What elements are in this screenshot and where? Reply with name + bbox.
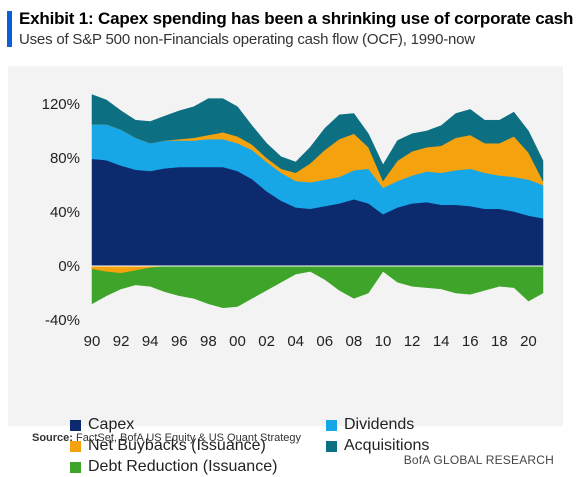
brand-label: BofA GLOBAL RESEARCH xyxy=(403,453,554,467)
x-tick-label: 98 xyxy=(200,333,217,350)
legend-item-dividends: Dividends xyxy=(326,416,414,434)
legend-item-buybacks: Net Buybacks (Issuance) xyxy=(70,437,266,455)
y-tick-label: 80% xyxy=(50,150,80,167)
source-text: FactSet, BofA US Equity & US Quant Strat… xyxy=(76,432,302,444)
stacked-area-chart: 120% 80% 40% 0% -40%90 92 94 96 98 00 02 04 06 08 10 12… xyxy=(42,94,544,350)
x-tick-label: 04 xyxy=(287,333,304,350)
y-tick-label: 0% xyxy=(58,258,80,275)
x-tick-label: 16 xyxy=(462,333,479,350)
legend-swatch-debt-reduction xyxy=(70,461,81,473)
x-tick-label: 18 xyxy=(491,333,508,350)
legend-label-buybacks: Net Buybacks (Issuance) xyxy=(88,437,266,454)
legend-swatch-dividends xyxy=(326,419,337,431)
x-tick-label: 12 xyxy=(404,333,421,350)
x-tick-label: 96 xyxy=(171,333,188,350)
y-tick-label: 40% xyxy=(50,204,80,221)
legend-swatch-capex xyxy=(70,419,81,431)
x-tick-label: 92 xyxy=(113,333,130,350)
chart-panel: 120% 80% 40% 0% -40% 90 92 94 96 98 00 02 04 06 08 10 12… xyxy=(8,66,563,475)
legend-item-acquisitions: Acquisitions xyxy=(326,437,429,455)
x-tick-label: 90 xyxy=(84,333,101,350)
x-tick-label: 02 xyxy=(258,333,275,350)
legend-label-acquisitions: Acquisitions xyxy=(344,437,430,454)
x-tick-label: 00 xyxy=(229,333,246,350)
legend-swatch-buybacks xyxy=(70,440,81,452)
legend-label-debt-reduction: Debt Reduction (Issuance) xyxy=(88,458,278,475)
title-accent-bar xyxy=(7,11,12,47)
x-tick-label: 14 xyxy=(433,333,450,350)
legend-swatch-acquisitions xyxy=(326,440,337,452)
x-tick-label: 08 xyxy=(346,333,363,350)
chart-subtitle: Uses of S&P 500 non-Financials operating… xyxy=(19,31,475,48)
x-tick-label: 06 xyxy=(316,333,333,350)
source-note: Source: FactSet, BofA US Equity & US Qua… xyxy=(32,432,301,444)
y-tick-label: 120% xyxy=(42,96,80,113)
y-tick-label: -40% xyxy=(45,312,80,329)
chart-title: Exhibit 1: Capex spending has been a shr… xyxy=(19,9,574,28)
x-tick-label: 10 xyxy=(375,333,392,350)
x-tick-label: 20 xyxy=(520,333,537,350)
legend-label-capex: Capex xyxy=(88,416,135,433)
source-label: Source: xyxy=(32,432,73,444)
legend-item-capex: Capex xyxy=(70,416,134,434)
area-series-acquisitions xyxy=(91,94,544,182)
x-tick-label: 94 xyxy=(142,333,159,350)
area-series-debt-reduction xyxy=(91,265,544,309)
legend-item-debt-reduction: Debt Reduction (Issuance) xyxy=(70,458,277,476)
legend-label-dividends: Dividends xyxy=(344,416,415,433)
